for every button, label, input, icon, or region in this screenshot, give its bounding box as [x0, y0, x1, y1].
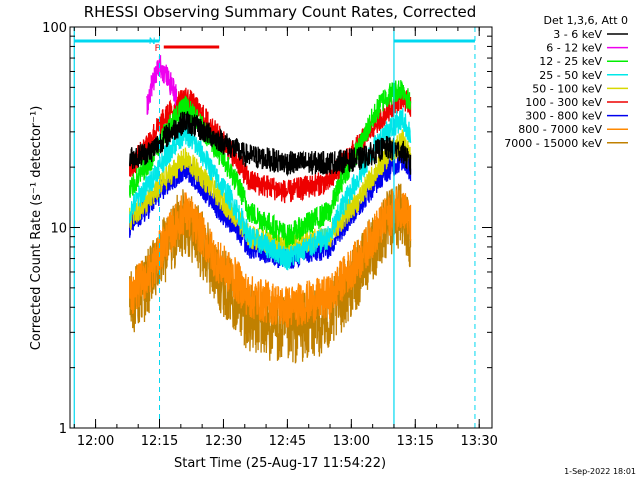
y-tick-label: 10 — [50, 222, 67, 237]
series-line — [129, 189, 412, 328]
legend-label: 50 - 100 keV — [532, 82, 602, 95]
flag-label: N — [149, 37, 156, 47]
series-line — [146, 55, 178, 115]
legend-label: 25 - 50 keV — [539, 69, 602, 82]
x-tick-label: 12:45 — [269, 434, 306, 449]
legend-label: 3 - 6 keV — [553, 28, 602, 41]
legend-header: Det 1,3,6, Att 0 — [544, 14, 628, 27]
x-tick-label: 12:15 — [141, 434, 178, 449]
x-tick-label: 12:00 — [77, 434, 114, 449]
series-line — [129, 183, 412, 364]
flag-label: F — [155, 44, 160, 54]
axes: 12:00 12:15 12:30 12:45 13:00 13:15 13:30 1 10 10… — [42, 21, 498, 449]
x-tick-label: 12:30 — [205, 434, 242, 449]
legend-label: 6 - 12 keV — [546, 42, 602, 55]
y-axis-label: Corrected Count Rate (s⁻¹ detector⁻¹) — [29, 106, 44, 351]
series-line — [129, 111, 412, 177]
x-tick-label: 13:15 — [397, 434, 434, 449]
x-axis-label: Start Time (25-Aug-17 11:54:22) — [174, 456, 386, 471]
footer-timestamp: 1-Sep-2022 18:01 — [564, 467, 636, 476]
y-tick-label: 1 — [59, 422, 67, 437]
x-tick-label: 13:00 — [333, 434, 370, 449]
series-line — [129, 107, 412, 271]
plot-layer: NF — [73, 27, 476, 428]
legend-label: 800 - 7000 keV — [518, 123, 602, 136]
legend-label: 7000 - 15000 keV — [504, 137, 602, 150]
legend-label: 100 - 300 keV — [525, 96, 602, 109]
chart-title: RHESSI Observing Summary Count Rates, Co… — [84, 3, 477, 21]
legend-label: 12 - 25 keV — [539, 55, 602, 68]
y-tick-label: 100 — [42, 21, 67, 36]
x-tick-label: 13:30 — [460, 434, 497, 449]
legend-label: 300 - 800 keV — [525, 110, 602, 123]
